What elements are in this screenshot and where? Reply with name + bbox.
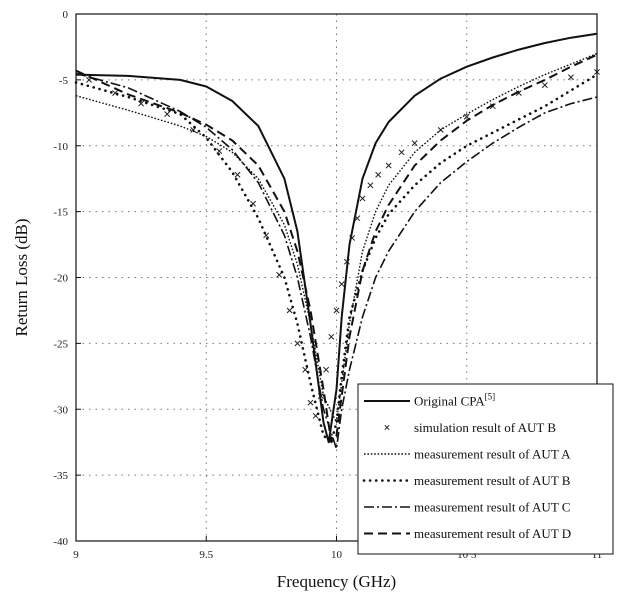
y-tick-label: -5	[59, 75, 69, 87]
x-tick-label: 9	[73, 549, 79, 561]
sim-marker	[323, 366, 330, 373]
x-axis-label: Frequency (GHz)	[277, 572, 396, 591]
sim-marker	[164, 111, 171, 118]
y-tick-label: -15	[53, 207, 68, 219]
series-measurement-result-of-aut-d	[75, 53, 598, 444]
y-tick-label: -35	[53, 470, 68, 482]
legend-entry: Original CPA[5]	[414, 392, 495, 409]
sim-marker	[567, 74, 574, 81]
sim-marker	[286, 307, 293, 314]
grid	[76, 14, 597, 541]
legend-box	[357, 383, 614, 555]
sim-marker	[463, 113, 470, 120]
y-tick-label: -25	[53, 338, 68, 350]
legend-entry: measurement result of AUT B	[414, 473, 571, 488]
sim-marker	[411, 140, 418, 147]
sim-marker	[302, 366, 309, 373]
x-tick-label: 9.5	[199, 549, 213, 561]
series-measurement-result-of-aut-a	[75, 52, 598, 424]
legend-entry: measurement result of AUT A	[414, 447, 571, 462]
legend-superscript: [5]	[485, 392, 496, 402]
sim-marker	[216, 148, 223, 154]
sim-marker	[367, 182, 374, 189]
series-measurement-result-of-aut-b	[74, 73, 599, 444]
y-tick-label: 0	[63, 9, 69, 21]
y-tick-label: -20	[53, 273, 68, 285]
tick-labels: 9 9.5 10 10 5 110-5-10-15-20-25-30-35-40	[53, 9, 602, 561]
sim-marker	[338, 281, 345, 288]
sim-marker	[294, 340, 301, 347]
legend-entry: measurement result of AUT D	[414, 526, 571, 541]
sim-marker	[276, 271, 283, 278]
sim-marker	[333, 307, 340, 314]
sim-marker	[541, 82, 548, 89]
sim-marker	[234, 171, 241, 178]
y-tick-label: -40	[53, 536, 68, 548]
sim-marker	[328, 333, 335, 340]
sim-marker	[385, 162, 392, 169]
sim-marker	[343, 258, 350, 265]
sim-marker	[307, 399, 314, 406]
series-original-cpa	[75, 32, 598, 444]
legend-entry: measurement result of AUT C	[414, 500, 570, 515]
series-layer	[74, 32, 600, 450]
x-tick-label: 11	[592, 549, 603, 561]
series-measurement-result-of-aut-c	[75, 72, 598, 450]
legend: Original CPA[5] simulation result of AUT …	[357, 383, 614, 555]
sim-marker	[375, 171, 382, 178]
y-axis-label: Return Loss (dB)	[12, 218, 31, 336]
sim-marker	[354, 215, 361, 222]
y-tick-label: -10	[53, 141, 68, 153]
x-tick-label: 10	[331, 549, 343, 561]
sim-marker	[398, 149, 405, 156]
legend-entry: simulation result of AUT B	[414, 420, 556, 435]
sim-marker	[359, 195, 366, 202]
sim-marker	[138, 100, 145, 107]
sim-marker	[384, 424, 390, 431]
sim-marker	[349, 235, 356, 241]
y-tick-label: -30	[53, 404, 68, 416]
sim-marker	[515, 90, 522, 97]
